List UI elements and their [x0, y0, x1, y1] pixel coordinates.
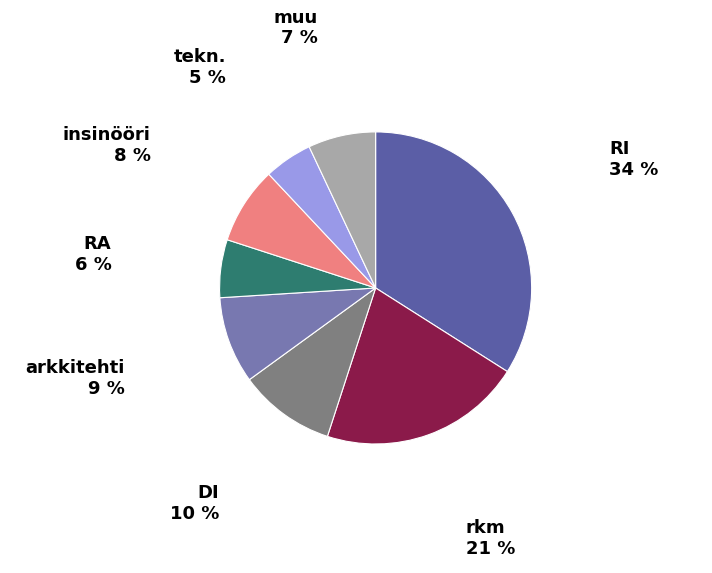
Wedge shape	[219, 240, 376, 298]
Wedge shape	[249, 288, 376, 437]
Wedge shape	[220, 288, 376, 380]
Text: RA
6 %: RA 6 %	[75, 235, 111, 274]
Wedge shape	[227, 174, 376, 288]
Text: RI
34 %: RI 34 %	[609, 140, 659, 179]
Text: insinööri
8 %: insinööri 8 %	[63, 126, 151, 164]
Text: tekn.
5 %: tekn. 5 %	[174, 48, 226, 87]
Wedge shape	[328, 288, 508, 444]
Text: rkm
21 %: rkm 21 %	[466, 519, 515, 558]
Text: DI
10 %: DI 10 %	[169, 484, 219, 523]
Text: arkkitehti
9 %: arkkitehti 9 %	[26, 359, 125, 398]
Wedge shape	[269, 147, 376, 288]
Wedge shape	[376, 132, 532, 371]
Text: muu
7 %: muu 7 %	[273, 9, 318, 48]
Wedge shape	[309, 132, 376, 288]
